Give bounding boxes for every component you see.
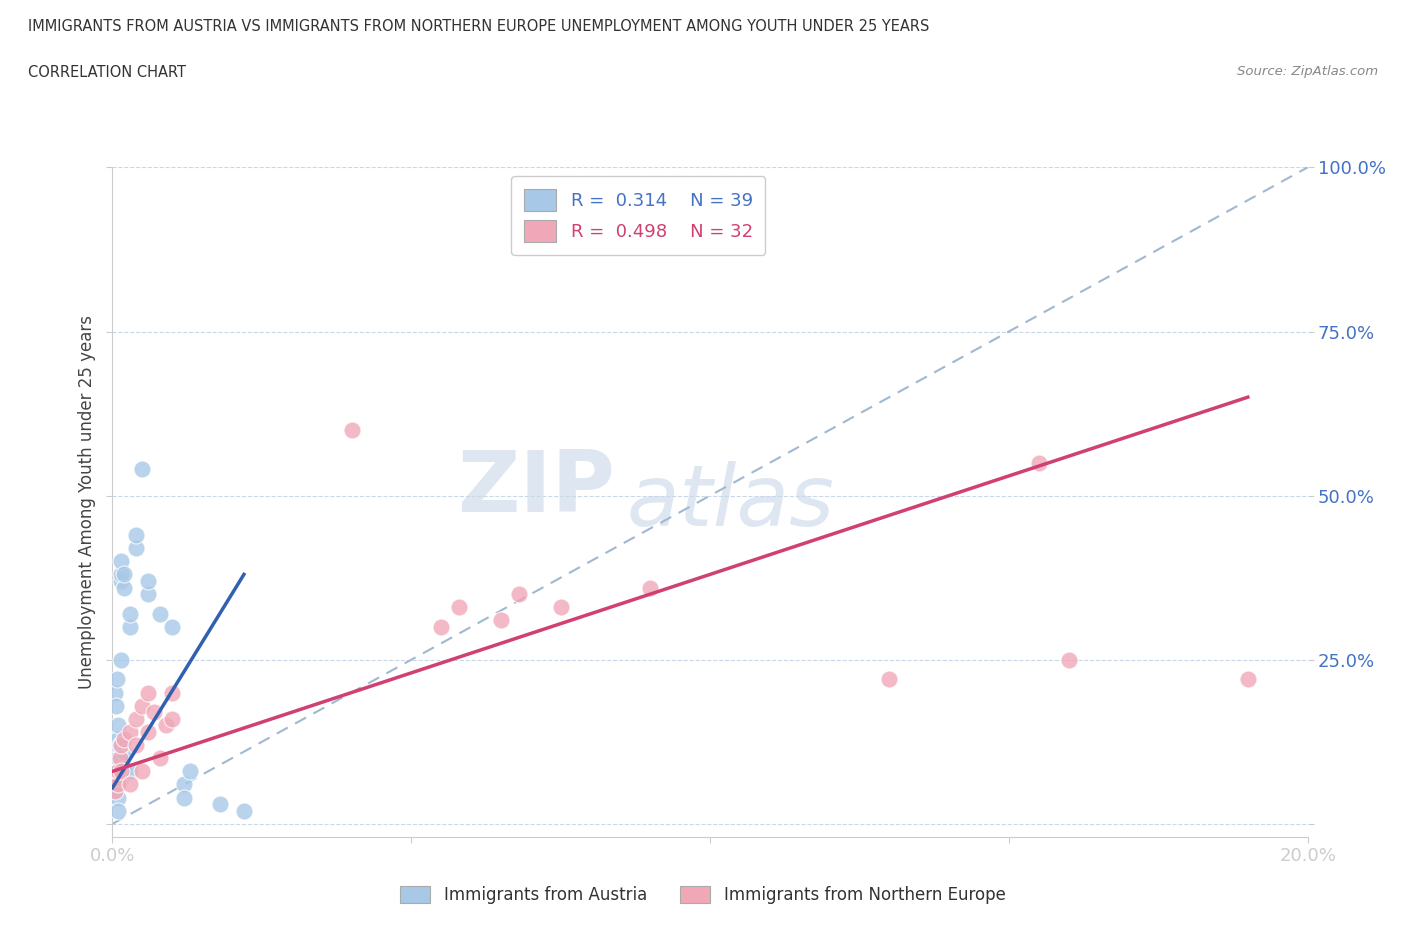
- Point: [105, 764, 128, 778]
- Point: [508, 587, 530, 602]
- Point: [143, 705, 166, 720]
- Text: ZIP: ZIP: [457, 447, 614, 530]
- Point: [105, 777, 128, 792]
- Point: [131, 764, 153, 778]
- Text: IMMIGRANTS FROM AUSTRIA VS IMMIGRANTS FROM NORTHERN EUROPE UNEMPLOYMENT AMONG YO: IMMIGRANTS FROM AUSTRIA VS IMMIGRANTS FR…: [28, 19, 929, 33]
- Point: [110, 554, 132, 569]
- Point: [120, 764, 142, 778]
- Point: [1057, 652, 1080, 667]
- Point: [110, 652, 132, 667]
- Point: [179, 764, 201, 778]
- Point: [173, 790, 195, 805]
- Point: [131, 698, 153, 713]
- Point: [104, 784, 127, 799]
- Point: [110, 751, 132, 765]
- Point: [105, 698, 128, 713]
- Point: [108, 737, 131, 752]
- Point: [107, 731, 129, 746]
- Point: [120, 606, 142, 621]
- Point: [110, 764, 132, 778]
- Point: [110, 574, 132, 589]
- Point: [138, 587, 160, 602]
- Point: [110, 567, 132, 582]
- Point: [105, 672, 128, 687]
- Point: [550, 600, 572, 615]
- Point: [110, 770, 132, 785]
- Point: [107, 737, 129, 752]
- Text: CORRELATION CHART: CORRELATION CHART: [28, 65, 186, 80]
- Point: [173, 777, 195, 792]
- Point: [638, 580, 662, 595]
- Point: [104, 685, 127, 700]
- Point: [138, 574, 160, 589]
- Y-axis label: Unemployment Among Youth under 25 years: Unemployment Among Youth under 25 years: [77, 315, 96, 689]
- Point: [120, 777, 142, 792]
- Point: [107, 777, 129, 792]
- Point: [162, 711, 183, 726]
- Point: [1237, 672, 1260, 687]
- Point: [447, 600, 470, 615]
- Point: [162, 619, 183, 634]
- Point: [108, 751, 131, 765]
- Point: [1028, 456, 1050, 471]
- Point: [125, 527, 148, 542]
- Text: Source: ZipAtlas.com: Source: ZipAtlas.com: [1237, 65, 1378, 78]
- Point: [138, 724, 160, 739]
- Point: [131, 462, 153, 477]
- Point: [162, 685, 183, 700]
- Point: [138, 685, 160, 700]
- Point: [120, 724, 142, 739]
- Point: [208, 797, 231, 812]
- Point: [114, 764, 135, 778]
- Point: [149, 606, 172, 621]
- Point: [107, 764, 129, 778]
- Legend: R =  0.314    N = 39, R =  0.498    N = 32: R = 0.314 N = 39, R = 0.498 N = 32: [512, 177, 765, 255]
- Point: [125, 540, 148, 555]
- Point: [107, 718, 129, 733]
- Point: [120, 619, 142, 634]
- Point: [232, 804, 256, 818]
- Point: [105, 770, 128, 785]
- Point: [430, 619, 453, 634]
- Point: [110, 737, 132, 752]
- Legend: Immigrants from Austria, Immigrants from Northern Europe: Immigrants from Austria, Immigrants from…: [392, 878, 1014, 912]
- Point: [149, 751, 172, 765]
- Point: [107, 804, 129, 818]
- Point: [114, 580, 135, 595]
- Point: [107, 764, 129, 778]
- Point: [104, 784, 127, 799]
- Point: [155, 718, 177, 733]
- Point: [489, 613, 512, 628]
- Point: [114, 731, 135, 746]
- Point: [125, 737, 148, 752]
- Point: [125, 711, 148, 726]
- Point: [107, 790, 129, 805]
- Text: atlas: atlas: [626, 460, 834, 544]
- Point: [114, 567, 135, 582]
- Point: [114, 744, 135, 759]
- Point: [107, 751, 129, 765]
- Point: [877, 672, 901, 687]
- Point: [340, 422, 363, 437]
